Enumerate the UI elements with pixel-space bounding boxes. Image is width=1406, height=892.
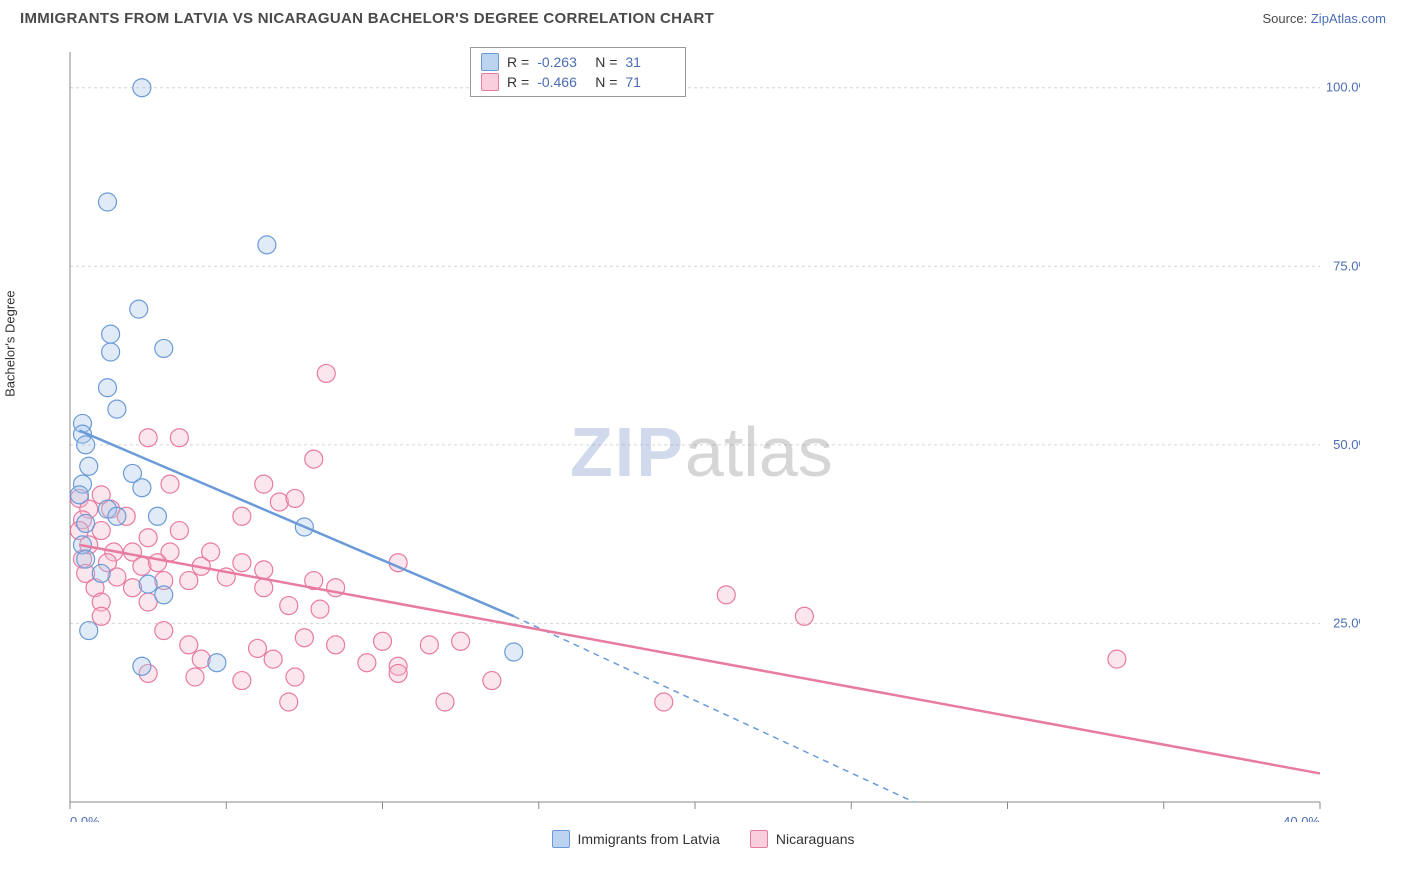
legend-label-nicaraguans: Nicaraguans bbox=[776, 831, 855, 847]
svg-text:75.0%: 75.0% bbox=[1333, 258, 1360, 273]
chart-container: Bachelor's Degree 25.0%50.0%75.0%100.0%0… bbox=[20, 42, 1386, 822]
legend-swatch-latvia bbox=[552, 830, 570, 848]
correlation-stats-box: R =-0.263N =31R =-0.466N =71 bbox=[470, 47, 686, 97]
stats-swatch bbox=[481, 53, 499, 71]
legend-label-latvia: Immigrants from Latvia bbox=[578, 831, 720, 847]
legend-swatch-nicaraguans bbox=[750, 830, 768, 848]
stats-row: R =-0.466N =71 bbox=[481, 72, 675, 92]
legend-item-latvia: Immigrants from Latvia bbox=[552, 830, 720, 848]
y-axis-title: Bachelor's Degree bbox=[3, 290, 18, 397]
source-link[interactable]: ZipAtlas.com bbox=[1311, 11, 1386, 26]
scatter-chart: 25.0% 50.0% 75.0% 100.0% 0.0% 40.0% bbox=[20, 42, 1360, 822]
svg-text:25.0%: 25.0% bbox=[1333, 615, 1360, 630]
chart-header: IMMIGRANTS FROM LATVIA VS NICARAGUAN BAC… bbox=[0, 0, 1406, 32]
svg-text:40.0%: 40.0% bbox=[1283, 814, 1320, 822]
stats-row: R =-0.263N =31 bbox=[481, 52, 675, 72]
legend: Immigrants from Latvia Nicaraguans bbox=[0, 830, 1406, 848]
chart-title: IMMIGRANTS FROM LATVIA VS NICARAGUAN BAC… bbox=[20, 10, 714, 27]
svg-text:0.0%: 0.0% bbox=[70, 814, 100, 822]
source-attribution: Source: ZipAtlas.com bbox=[1262, 11, 1386, 26]
svg-text:100.0%: 100.0% bbox=[1326, 80, 1360, 95]
legend-item-nicaraguans: Nicaraguans bbox=[750, 830, 855, 848]
svg-text:50.0%: 50.0% bbox=[1333, 437, 1360, 452]
stats-swatch bbox=[481, 73, 499, 91]
